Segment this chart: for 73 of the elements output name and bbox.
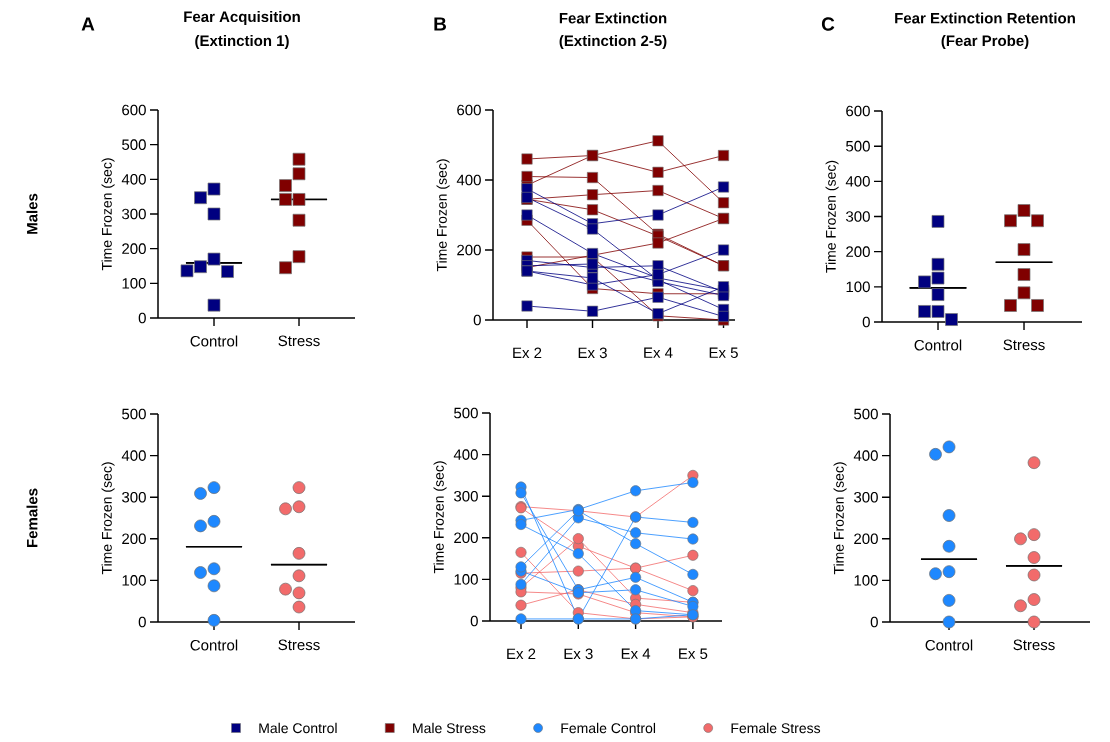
y-tick-label: 300 [454,490,478,502]
y-tick-label: 200 [846,246,870,257]
y-axis-title: Time Frozen (sec) [833,462,847,575]
y-tick-label: 400 [853,450,878,461]
legend-label: Female Control [561,722,656,734]
y-tick-label: 200 [457,244,481,256]
x-tick-label: Control [190,335,238,347]
y-tick-label: 300 [122,491,146,503]
legend-label: Female Stress [731,722,821,734]
y-tick-label: 100 [846,281,870,293]
y-tick-label: 300 [122,208,146,220]
y-tick-label: 600 [457,104,481,116]
y-tick-label: 200 [122,243,146,254]
chart-subtitle: (Extinction 1) [195,35,289,49]
x-tick-label: Ex 4 [621,648,651,659]
y-tick-label: 600 [846,105,870,117]
y-tick-label: 500 [454,407,478,419]
y-tick-label: 0 [138,616,146,628]
y-tick-label: 0 [862,316,870,328]
y-tick-label: 0 [473,314,481,326]
text: C [821,17,835,31]
y-tick-label: 100 [122,278,146,289]
y-tick-label: 0 [138,312,146,324]
y-tick-label: 400 [845,176,870,187]
y-tick-label: 200 [454,532,478,544]
y-tick-label: 500 [122,408,146,420]
y-tick-label: 500 [854,408,878,420]
x-tick-label: Ex 4 [644,347,673,358]
y-tick-label: 400 [121,450,146,461]
x-tick-label: Ex 3 [564,648,593,660]
chart-title: Fear Extinction [559,12,667,24]
text: A [81,17,95,31]
legend-label: Male Stress [413,722,486,734]
y-tick-label: 200 [854,533,878,545]
y-axis-title: Time Frozen (sec) [433,461,447,574]
y-tick-label: 500 [846,140,870,152]
x-tick-label: Stress [1013,639,1055,651]
y-tick-label: 0 [470,615,478,627]
x-tick-label: Ex 5 [679,648,708,659]
y-tick-label: 400 [456,174,481,186]
y-axis-title: Time Frozen (sec) [101,462,115,575]
chart-subtitle: (Extinction 2-5) [559,35,667,49]
y-tick-label: 200 [122,533,146,545]
y-tick-label: 500 [122,139,146,150]
legend-label: Male Control [259,722,337,734]
y-tick-label: 300 [846,211,870,222]
x-tick-label: Control [914,339,962,351]
x-tick-label: Stress [278,335,320,347]
y-tick-label: 300 [854,491,878,503]
x-tick-label: Stress [1003,339,1045,351]
y-axis-title: Time Frozen (sec) [101,158,115,271]
chart-title: Fear Acquisition [184,11,300,25]
x-tick-label: Control [190,639,238,651]
chart-subtitle: (Fear Probe) [941,35,1029,49]
x-tick-label: Stress [278,639,320,651]
x-tick-label: Ex 3 [578,347,607,359]
y-tick-label: 0 [870,616,878,628]
x-tick-label: Control [925,639,973,651]
chart-title: Fear Extinction Retention [895,12,1075,24]
y-tick-label: 100 [454,574,478,585]
y-tick-label: 100 [854,575,878,586]
text: Males [26,193,38,234]
x-tick-label: Ex 2 [507,648,536,660]
y-tick-label: 100 [122,575,146,586]
y-axis-title: Time Frozen (sec) [825,160,839,273]
y-tick-label: 400 [121,174,146,185]
x-tick-label: Ex 5 [709,347,738,358]
text: B [434,17,447,31]
y-tick-label: 600 [122,104,146,116]
y-axis-title: Time Frozen (sec) [436,159,450,272]
text: Females [26,488,38,548]
x-tick-label: Ex 2 [513,347,542,359]
y-tick-label: 400 [453,449,478,460]
